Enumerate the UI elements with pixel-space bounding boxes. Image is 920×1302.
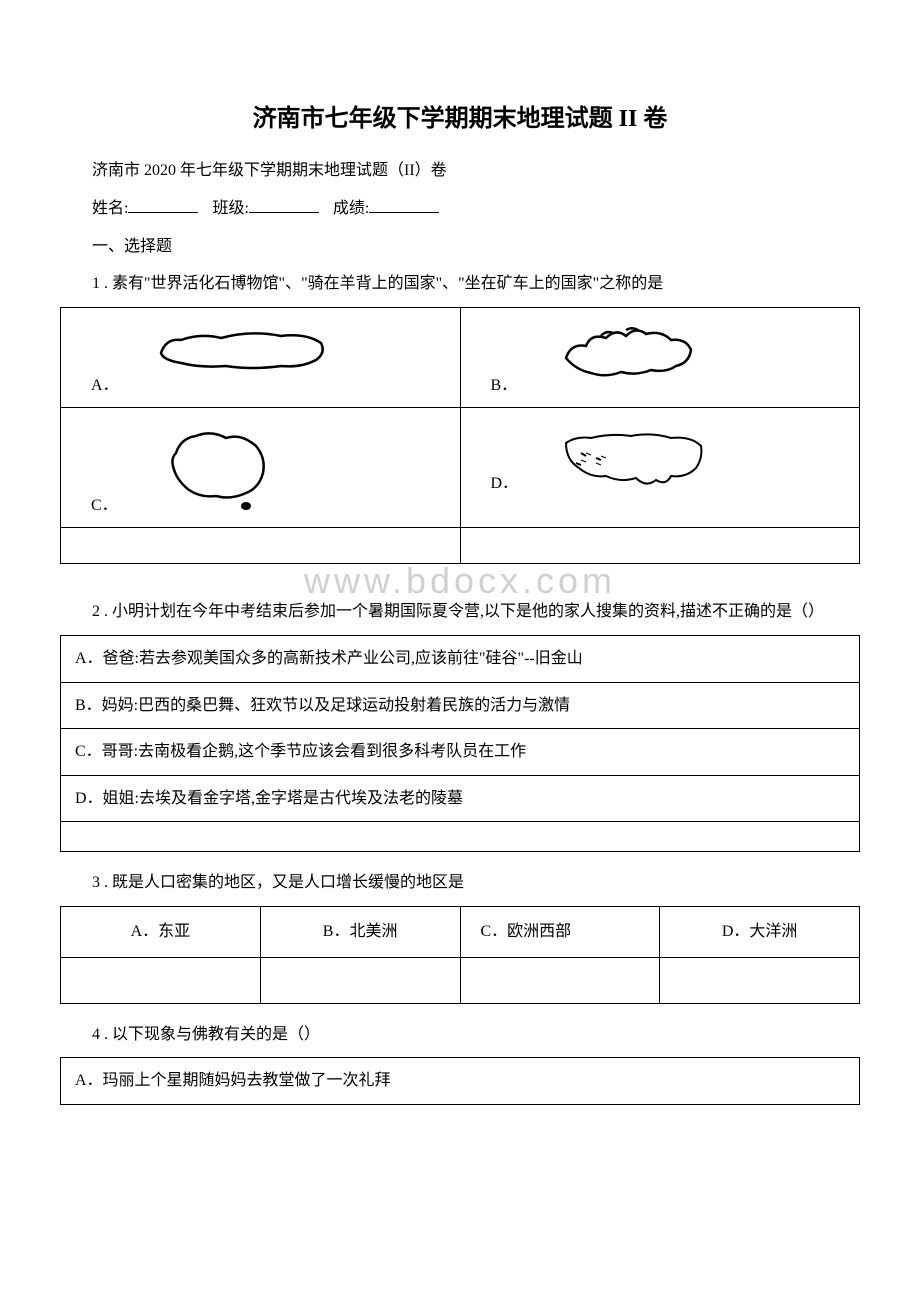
q3-options-table: A．东亚 B．北美洲 C．欧洲西部 D．大洋洲 [60, 906, 860, 1004]
score-blank[interactable] [369, 212, 439, 213]
q1-options-table: A． B． C． D． [60, 307, 860, 564]
class-blank[interactable] [249, 212, 319, 213]
q1-option-b: B． [460, 307, 860, 407]
map-canada-icon [551, 318, 701, 393]
question-2: 2 . 小明计划在今年中考结束后参加一个暑期国际夏令营,以下是他的家人搜集的资料… [60, 599, 860, 625]
q3-option-a: A．东亚 [61, 906, 261, 957]
q3-empty-1 [61, 957, 261, 1003]
q2-empty-cell [61, 822, 860, 852]
subtitle: 济南市 2020 年七年级下学期期末地理试题（II）卷 [60, 158, 860, 184]
q1-option-a: A． [61, 307, 461, 407]
q1-option-c: C． [61, 407, 461, 527]
q2-option-c: C．哥哥:去南极看企鹅,这个季节应该会看到很多科考队员在工作 [61, 729, 860, 776]
score-label: 成绩: [333, 200, 369, 217]
q4-options-table: A．玛丽上个星期随妈妈去教堂做了一次礼拜 [60, 1057, 860, 1105]
q3-empty-2 [260, 957, 460, 1003]
question-4: 4 . 以下现象与佛教有关的是（） [60, 1022, 860, 1048]
q1-empty-cell-2 [460, 527, 860, 563]
q3-empty-4 [660, 957, 860, 1003]
question-1: 1 . 素有"世界活化石博物馆"、"骑在羊背上的国家"、"坐在矿车上的国家"之称… [60, 271, 860, 297]
q2-option-d: D．姐姐:去埃及看金字塔,金字塔是古代埃及法老的陵墓 [61, 775, 860, 822]
name-blank[interactable] [128, 212, 198, 213]
question-3: 3 . 既是人口密集的地区，又是人口增长缓慢的地区是 [60, 870, 860, 896]
student-info: 姓名: 班级: 成绩: [60, 196, 860, 222]
map-russia-icon [151, 318, 331, 388]
map-usa-icon [551, 418, 711, 503]
section-heading-1: 一、选择题 [60, 234, 860, 260]
q2-options-table: A．爸爸:若去参观美国众多的高新技术产业公司,应该前往"硅谷"--旧金山 B．妈… [60, 635, 860, 852]
page-title: 济南市七年级下学期期末地理试题 II 卷 [60, 100, 860, 138]
q3-option-c: C．欧洲西部 [460, 906, 660, 957]
map-australia-icon [151, 418, 281, 518]
q4-option-a: A．玛丽上个星期随妈妈去教堂做了一次礼拜 [61, 1058, 860, 1105]
q1-empty-cell-1 [61, 527, 461, 563]
q1-option-d: D． [460, 407, 860, 527]
name-label: 姓名: [92, 200, 128, 217]
q2-option-a: A．爸爸:若去参观美国众多的高新技术产业公司,应该前往"硅谷"--旧金山 [61, 635, 860, 682]
q3-option-d: D．大洋洲 [660, 906, 860, 957]
class-label: 班级: [212, 200, 248, 217]
q2-option-b: B．妈妈:巴西的桑巴舞、狂欢节以及足球运动投射着民族的活力与激情 [61, 682, 860, 729]
q3-empty-3 [460, 957, 660, 1003]
q3-option-b: B．北美洲 [260, 906, 460, 957]
